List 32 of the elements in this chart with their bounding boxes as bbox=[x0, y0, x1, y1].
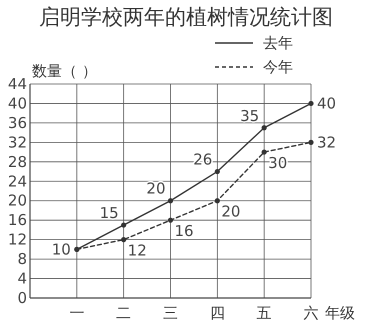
x-axis-title: 年级 bbox=[325, 304, 355, 320]
data-label: 32 bbox=[317, 133, 336, 152]
y-tick-label: 40 bbox=[8, 94, 27, 112]
data-label: 16 bbox=[174, 222, 194, 240]
chart-title: 启明学校两年的植树情况统计图 bbox=[39, 5, 333, 29]
x-tick-label: 五 bbox=[256, 304, 272, 320]
y-tick-label: 12 bbox=[8, 230, 27, 249]
data-label: 40 bbox=[317, 94, 336, 112]
legend-label: 去年 bbox=[263, 34, 293, 52]
legend-label: 今年 bbox=[263, 58, 293, 76]
y-tick-label: 36 bbox=[8, 114, 27, 132]
data-label: 20 bbox=[221, 202, 240, 221]
y-tick-label: 32 bbox=[8, 133, 27, 152]
y-tick-label: 44 bbox=[8, 75, 27, 93]
data-label: 15 bbox=[100, 204, 119, 222]
x-tick-label: 六 bbox=[304, 304, 318, 320]
x-tick-label: 一 bbox=[69, 304, 84, 320]
x-tick-label: 二 bbox=[116, 304, 132, 320]
data-label: 20 bbox=[146, 180, 166, 198]
x-tick-label: 四 bbox=[210, 304, 225, 320]
y-tick-label: 16 bbox=[8, 211, 27, 230]
y-tick-label: 0 bbox=[17, 289, 27, 307]
y-axis-title: 数量（ ） bbox=[32, 62, 97, 80]
y-tick-label: 4 bbox=[17, 270, 27, 288]
y-tick-label: 20 bbox=[8, 192, 27, 210]
data-label: 12 bbox=[128, 242, 147, 260]
y-tick-label: 24 bbox=[8, 172, 27, 190]
data-label: 35 bbox=[240, 106, 260, 125]
y-tick-label: 28 bbox=[8, 152, 27, 171]
data-label: 10 bbox=[52, 240, 71, 258]
x-tick-label: 三 bbox=[163, 304, 178, 320]
y-tick-label: 8 bbox=[17, 250, 27, 268]
